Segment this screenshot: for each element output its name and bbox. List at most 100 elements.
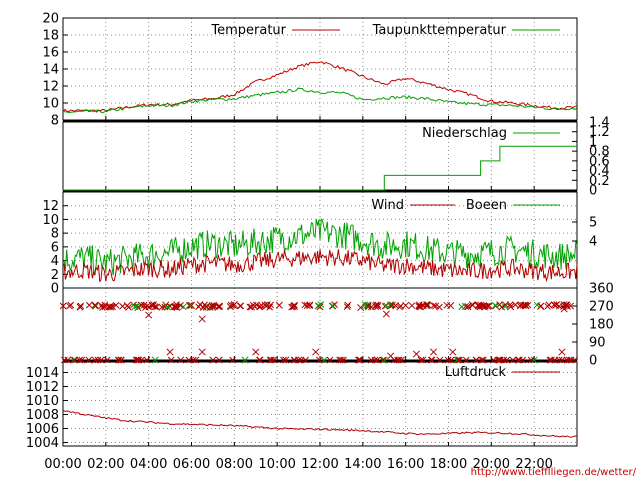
x-tick-label: 02:00 bbox=[87, 457, 124, 472]
x-tick-label: 14:00 bbox=[344, 457, 381, 472]
wind-direction-point bbox=[337, 356, 345, 364]
wind-direction-point bbox=[501, 303, 509, 310]
source-link[interactable]: http://www.tiefflliegen.de/wetter/ bbox=[471, 467, 637, 478]
wind-direction-point bbox=[396, 303, 403, 311]
wind-direction-point bbox=[509, 356, 517, 364]
temperature-ytick-label: 16 bbox=[42, 46, 59, 61]
precipitation-ytick-label: 0.8 bbox=[589, 145, 610, 160]
wind-direction-point bbox=[507, 303, 515, 311]
wind-direction-point bbox=[503, 356, 511, 364]
wind-direction-point bbox=[107, 303, 115, 311]
wind-ytick-label: 12 bbox=[42, 199, 59, 214]
wind-direction-point bbox=[544, 303, 551, 310]
series-luftdruck bbox=[62, 409, 578, 438]
wind-direction-point bbox=[92, 302, 99, 310]
wind-direction-point bbox=[395, 356, 403, 364]
wind-direction-point bbox=[94, 356, 102, 364]
wind-direction-point bbox=[512, 301, 519, 309]
wind-direction-point bbox=[527, 356, 535, 364]
wind-direction-point bbox=[71, 356, 79, 364]
wind-direction-point bbox=[189, 356, 197, 364]
wind-direction-point bbox=[537, 302, 545, 310]
x-tick-label: 18:00 bbox=[430, 457, 467, 472]
wind-direction-point bbox=[491, 302, 499, 309]
wind-direction-point bbox=[291, 301, 298, 309]
series-taupunkt bbox=[62, 87, 578, 114]
wind-right-ytick-label: 4 bbox=[589, 235, 597, 250]
wind-direction-point bbox=[480, 356, 487, 364]
wind-direction-point bbox=[357, 304, 365, 312]
wind-direction-point bbox=[192, 356, 200, 364]
wind-direction-point bbox=[558, 348, 566, 356]
wind-direction-point bbox=[210, 301, 218, 309]
x-tick-label: 06:00 bbox=[173, 457, 210, 472]
series-boeen bbox=[62, 217, 578, 276]
wind-direction-point bbox=[374, 303, 382, 310]
x-tick-label: 08:00 bbox=[216, 457, 253, 472]
precipitation-ytick-label: 0.6 bbox=[589, 154, 610, 169]
wind-direction-ytick-label: 90 bbox=[589, 336, 606, 351]
wind-direction-point bbox=[522, 302, 530, 310]
wind-direction-point bbox=[306, 302, 314, 309]
wind-direction-point bbox=[85, 301, 93, 309]
wind-direction-point bbox=[97, 356, 105, 364]
wind-direction-point bbox=[502, 301, 509, 309]
wind-direction-point bbox=[198, 348, 206, 356]
wind-direction-point bbox=[336, 356, 343, 364]
wind-direction-point bbox=[547, 356, 555, 364]
wind-direction-point bbox=[151, 356, 159, 364]
wind-direction-point bbox=[423, 302, 431, 310]
wind-direction-point bbox=[91, 302, 99, 309]
wind-direction-point bbox=[266, 303, 274, 311]
wind-direction-point bbox=[519, 356, 527, 364]
precipitation-ytick-label: 1.4 bbox=[589, 116, 610, 131]
pressure-ytick-label: 1008 bbox=[26, 408, 59, 423]
wind-direction-point bbox=[166, 348, 174, 356]
precipitation-ytick-label: 1.2 bbox=[589, 125, 610, 140]
wind-direction-point bbox=[380, 356, 388, 364]
temperature-ytick-label: 14 bbox=[42, 63, 59, 78]
precipitation-ytick-label: 1 bbox=[589, 135, 597, 150]
wind-direction-point bbox=[280, 356, 287, 364]
wind-direction-point bbox=[101, 303, 109, 311]
wind-direction-point bbox=[458, 303, 466, 311]
wind-direction-point bbox=[158, 303, 166, 311]
wind-direction-point bbox=[227, 303, 235, 311]
wind-direction-point bbox=[249, 301, 257, 309]
wind-direction-point bbox=[288, 303, 296, 311]
temperature-ytick-label: 20 bbox=[42, 12, 59, 27]
wind-direction-point bbox=[167, 356, 175, 364]
wind-direction-point bbox=[428, 356, 436, 364]
wind-direction-point bbox=[481, 303, 488, 311]
wind-direction-point bbox=[453, 356, 461, 364]
legend-boeen-label: Boeen bbox=[466, 198, 507, 213]
pressure-ytick-label: 1014 bbox=[26, 366, 59, 381]
series-wind bbox=[62, 249, 578, 283]
wind-direction-point bbox=[530, 356, 538, 364]
wind-direction-point bbox=[373, 356, 381, 364]
wind-direction-point bbox=[343, 303, 351, 310]
pressure-ytick-label: 1004 bbox=[26, 436, 59, 451]
wind-direction-point bbox=[229, 356, 237, 364]
wind-direction-point bbox=[553, 301, 561, 308]
precipitation-ytick-label: 0.4 bbox=[589, 164, 610, 179]
wind-direction-point bbox=[546, 356, 554, 364]
wind-direction-point bbox=[241, 356, 249, 364]
wind-direction-point bbox=[173, 301, 180, 308]
wind-direction-point bbox=[361, 301, 369, 309]
wind-direction-point bbox=[216, 303, 224, 310]
wind-direction-point bbox=[67, 301, 75, 309]
wind-direction-point bbox=[291, 356, 298, 364]
wind-direction-point bbox=[496, 301, 503, 308]
wind-direction-point bbox=[314, 302, 322, 309]
wind-direction-point bbox=[201, 301, 208, 309]
wind-direction-point bbox=[447, 356, 455, 364]
wind-direction-point bbox=[114, 356, 122, 364]
wind-direction-point bbox=[354, 356, 363, 364]
wind-direction-point bbox=[209, 356, 217, 364]
wind-direction-point bbox=[85, 356, 93, 364]
x-tick-label: 04:00 bbox=[130, 457, 167, 472]
wind-direction-point bbox=[164, 303, 171, 311]
wind-direction-point bbox=[76, 356, 83, 364]
